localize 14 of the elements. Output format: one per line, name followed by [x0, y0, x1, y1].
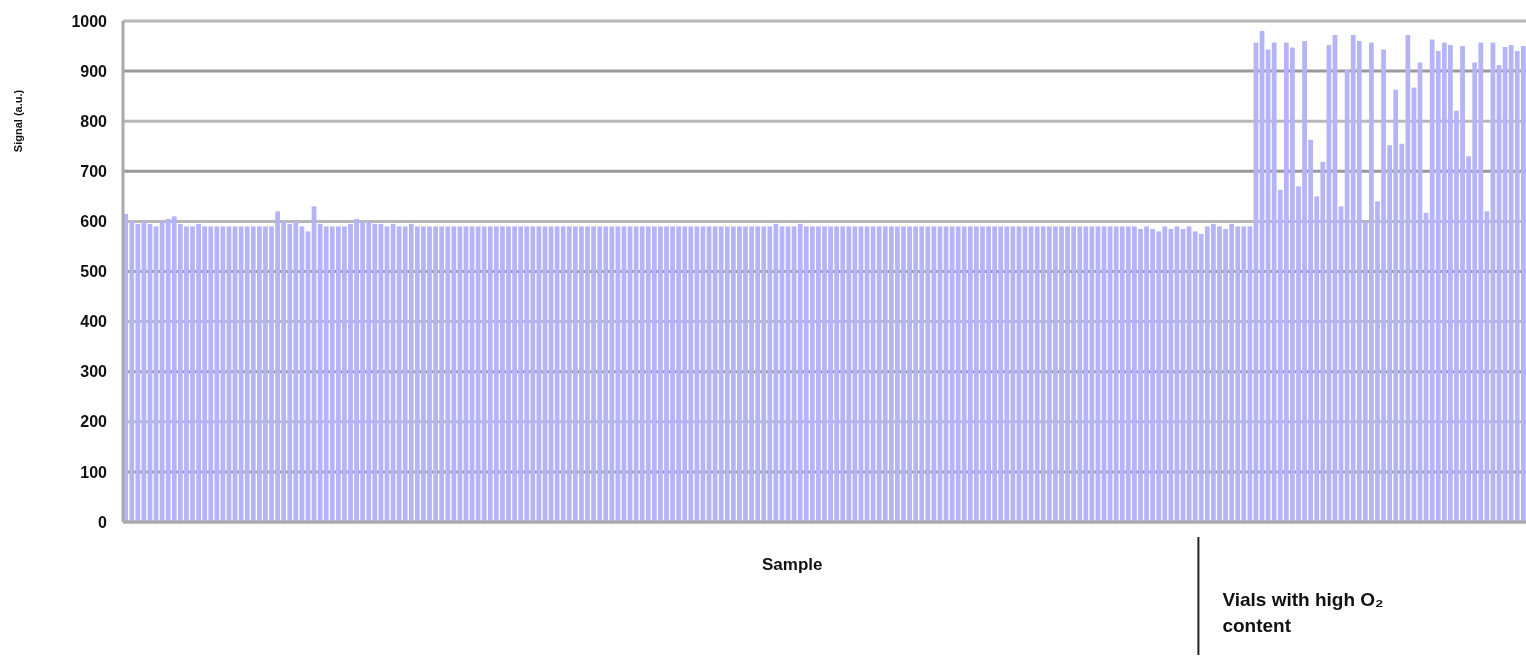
y-tick-label: 800: [80, 112, 108, 130]
y-tick-label: 0: [98, 513, 108, 531]
y-tick-label: 1000: [71, 12, 108, 30]
y-tick-label: 400: [80, 313, 108, 331]
text: Vials with high O₂ content: [1222, 589, 1384, 636]
y-axis-title: Signal (a.u.): [12, 89, 24, 153]
y-tick-label: 300: [80, 363, 108, 381]
y-tick-label: 100: [80, 463, 108, 481]
y-tick-label: 600: [80, 213, 108, 230]
y-tick-label: 900: [80, 62, 108, 80]
y-tick-label: 200: [80, 413, 108, 431]
y-tick-label: 700: [80, 162, 108, 180]
x-axis-title: Sample: [761, 555, 823, 574]
y-tick-label: 500: [80, 263, 108, 281]
